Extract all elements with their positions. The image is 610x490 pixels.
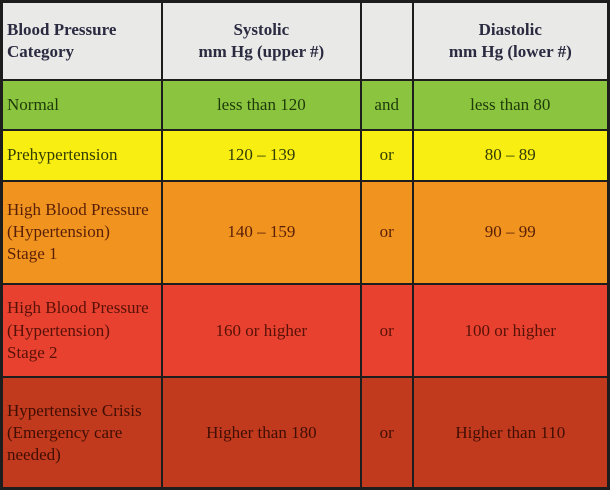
systolic-cell: less than 120 bbox=[160, 78, 362, 131]
connector-cell: and bbox=[359, 78, 414, 131]
diastolic-cell: 100 or higher bbox=[411, 282, 610, 379]
table-row-normal: Normal less than 120 and less than 80 bbox=[0, 78, 610, 131]
connector-cell: or bbox=[359, 282, 414, 379]
header-diastolic-cell: Diastolic mm Hg (lower #) bbox=[411, 0, 610, 81]
connector-cell: or bbox=[359, 128, 414, 182]
table-row-hypertension-stage-2: High Blood Pressure (Hypertension) Stage… bbox=[0, 282, 610, 379]
category-cell: High Blood Pressure (Hypertension) Stage… bbox=[0, 282, 163, 379]
category-cell: Normal bbox=[0, 78, 163, 131]
category-cell: High Blood Pressure (Hypertension) Stage… bbox=[0, 179, 163, 285]
header-row: Blood Pressure Category Systolic mm Hg (… bbox=[0, 0, 610, 81]
diastolic-cell: Higher than 110 bbox=[411, 376, 610, 490]
systolic-cell: 120 – 139 bbox=[160, 128, 362, 182]
connector-cell: or bbox=[359, 179, 414, 285]
connector-cell: or bbox=[359, 376, 414, 490]
table-row-hypertension-stage-1: High Blood Pressure (Hypertension) Stage… bbox=[0, 179, 610, 285]
table-row-prehypertension: Prehypertension 120 – 139 or 80 – 89 bbox=[0, 128, 610, 182]
header-category-cell: Blood Pressure Category bbox=[0, 0, 163, 81]
diastolic-cell: 80 – 89 bbox=[411, 128, 610, 182]
systolic-cell: 160 or higher bbox=[160, 282, 362, 379]
category-cell: Prehypertension bbox=[0, 128, 163, 182]
header-systolic-cell: Systolic mm Hg (upper #) bbox=[160, 0, 362, 81]
category-cell: Hypertensive Crisis (Emergency care need… bbox=[0, 376, 163, 490]
header-connector-cell bbox=[359, 0, 414, 81]
diastolic-cell: 90 – 99 bbox=[411, 179, 610, 285]
table-row-hypertensive-crisis: Hypertensive Crisis (Emergency care need… bbox=[0, 376, 610, 490]
systolic-cell: Higher than 180 bbox=[160, 376, 362, 490]
diastolic-cell: less than 80 bbox=[411, 78, 610, 131]
systolic-cell: 140 – 159 bbox=[160, 179, 362, 285]
